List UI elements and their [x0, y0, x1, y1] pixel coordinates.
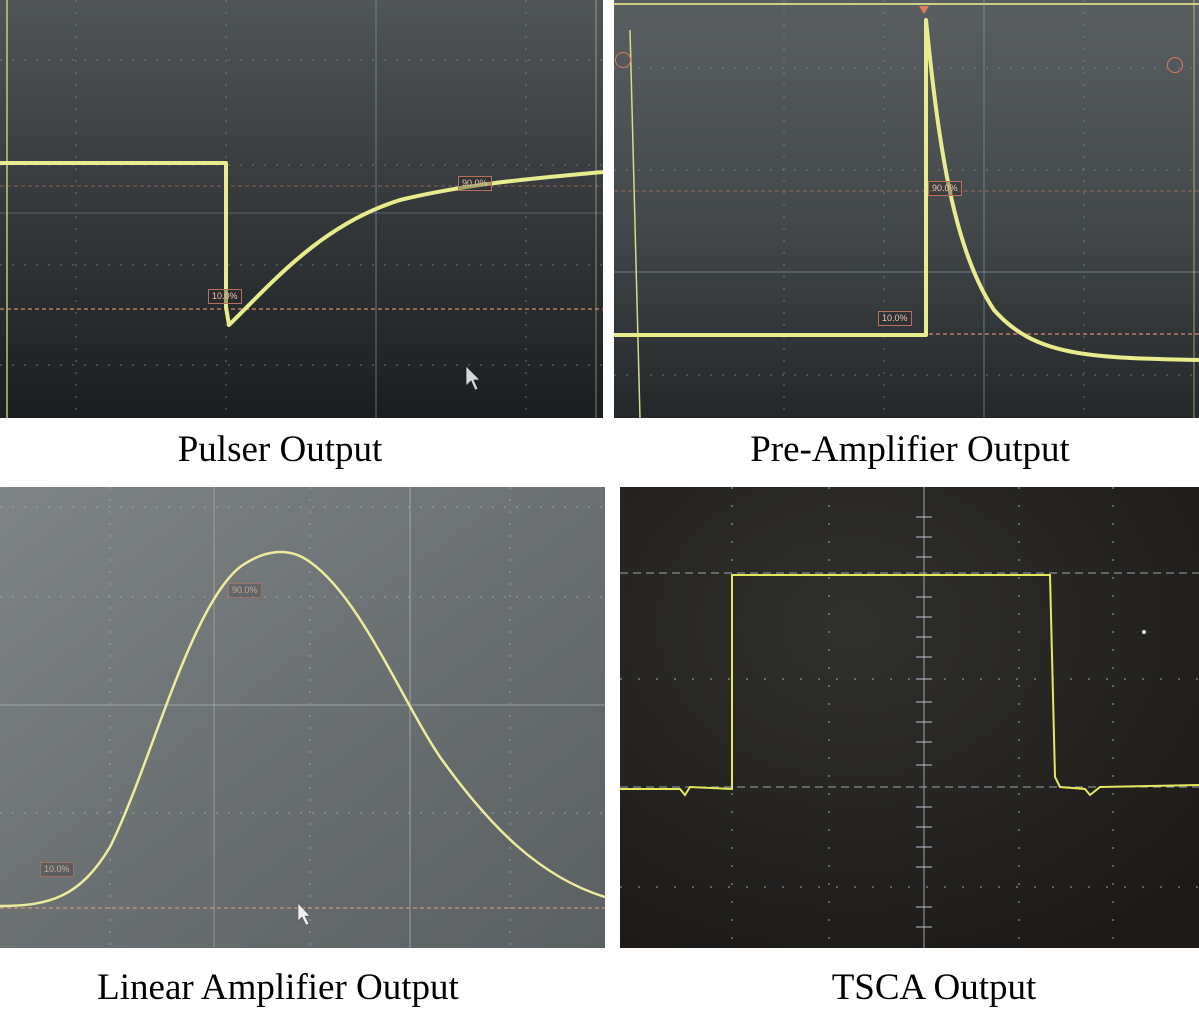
linear-caption: Linear Amplifier Output: [97, 967, 459, 1008]
linear-high-marker-label: 90.0%: [228, 583, 262, 598]
channel-1-indicator-icon: [615, 52, 631, 68]
preamp-caption: Pre-Amplifier Output: [750, 429, 1070, 470]
preamp-scope-screen: 10.0% 90.0%: [614, 0, 1199, 418]
pulser-scope-screen: 10.0% 90.0%: [0, 0, 603, 418]
preamp-high-marker-label: 90.0%: [928, 181, 962, 196]
pulser-high-marker-label: 90.0%: [458, 176, 492, 191]
pulser-low-marker-label: 10.0%: [208, 289, 242, 304]
trigger-d-indicator-icon: [1167, 57, 1183, 73]
tsca-caption: TSCA Output: [831, 967, 1037, 1008]
linear-amp-scope-screen: 10.0% 90.0%: [0, 487, 605, 948]
tsca-scope-screen: [620, 487, 1199, 948]
preamp-low-marker-label: 10.0%: [878, 311, 912, 326]
linear-low-marker-label: 10.0%: [40, 862, 74, 877]
pulser-caption: Pulser Output: [177, 429, 383, 470]
